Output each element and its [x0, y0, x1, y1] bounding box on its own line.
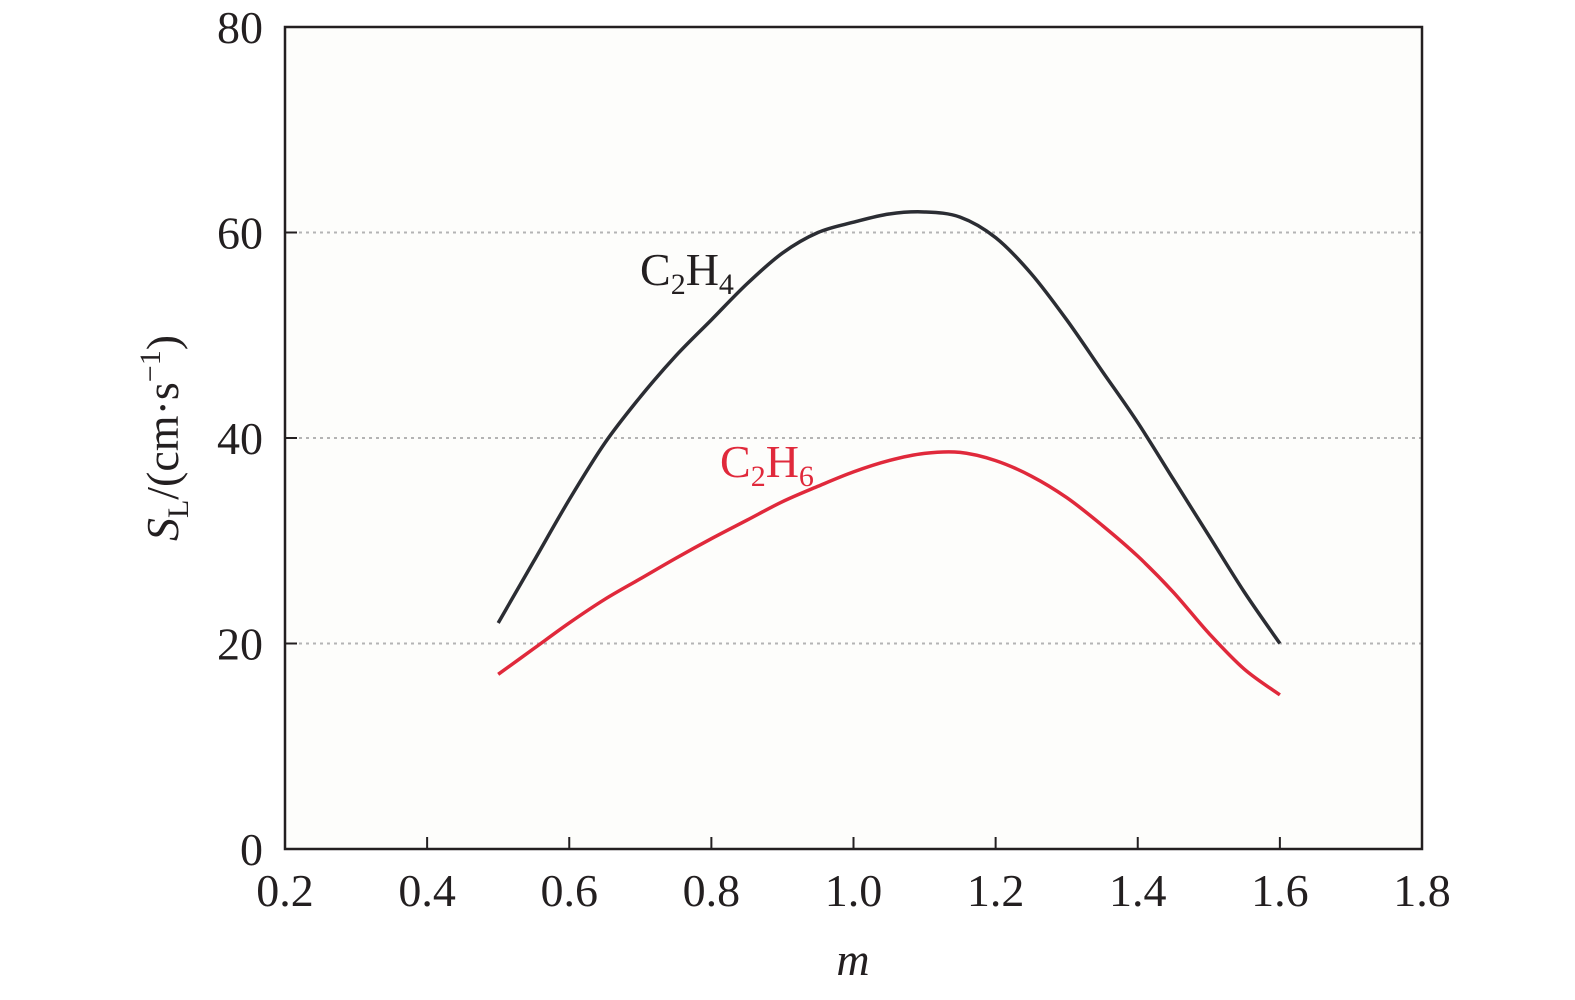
y-axis-units: /(cm·s	[137, 382, 188, 500]
y-axis-title: SL/(cm·s−1)	[134, 335, 195, 541]
x-tick-label: 1.2	[967, 865, 1025, 916]
y-axis-close: )	[137, 335, 188, 350]
y-tick-label: 80	[217, 2, 263, 53]
x-tick-label: 1.6	[1251, 865, 1309, 916]
x-axis-title: m	[836, 934, 869, 985]
y-tick-label: 60	[217, 208, 263, 259]
series-layer	[496, 210, 1282, 697]
x-tick-label: 0.8	[683, 865, 741, 916]
series-label-c2h6: C2H6	[720, 436, 814, 493]
y-tick-labels: 0 20 40 60 80	[217, 2, 263, 875]
x-tick-label: 1.4	[1109, 865, 1167, 916]
x-tick-labels: 0.2 0.4 0.6 0.8 1.0 1.2 1.4 1.6 1.8	[256, 865, 1451, 916]
tick-marks	[284, 26, 1423, 850]
y-axis-superscript: −1	[134, 350, 167, 382]
x-tick-label: 1.8	[1393, 865, 1451, 916]
series-line-c2h6	[497, 450, 1281, 697]
y-tick-label: 20	[217, 619, 263, 670]
series-line-c2h4	[496, 210, 1282, 645]
y-axis-symbol: S	[137, 518, 188, 541]
x-tick-label: 0.6	[541, 865, 599, 916]
grid-lines	[285, 231, 1422, 645]
y-tick-label: 40	[217, 413, 263, 464]
x-tick-label: 1.0	[825, 865, 883, 916]
x-tick-label: 0.2	[256, 865, 314, 916]
x-tick-label: 0.4	[398, 865, 456, 916]
series-label-c2h4: C2H4	[640, 244, 734, 301]
y-tick-label: 0	[240, 824, 263, 875]
y-axis-subscript: L	[162, 500, 195, 518]
